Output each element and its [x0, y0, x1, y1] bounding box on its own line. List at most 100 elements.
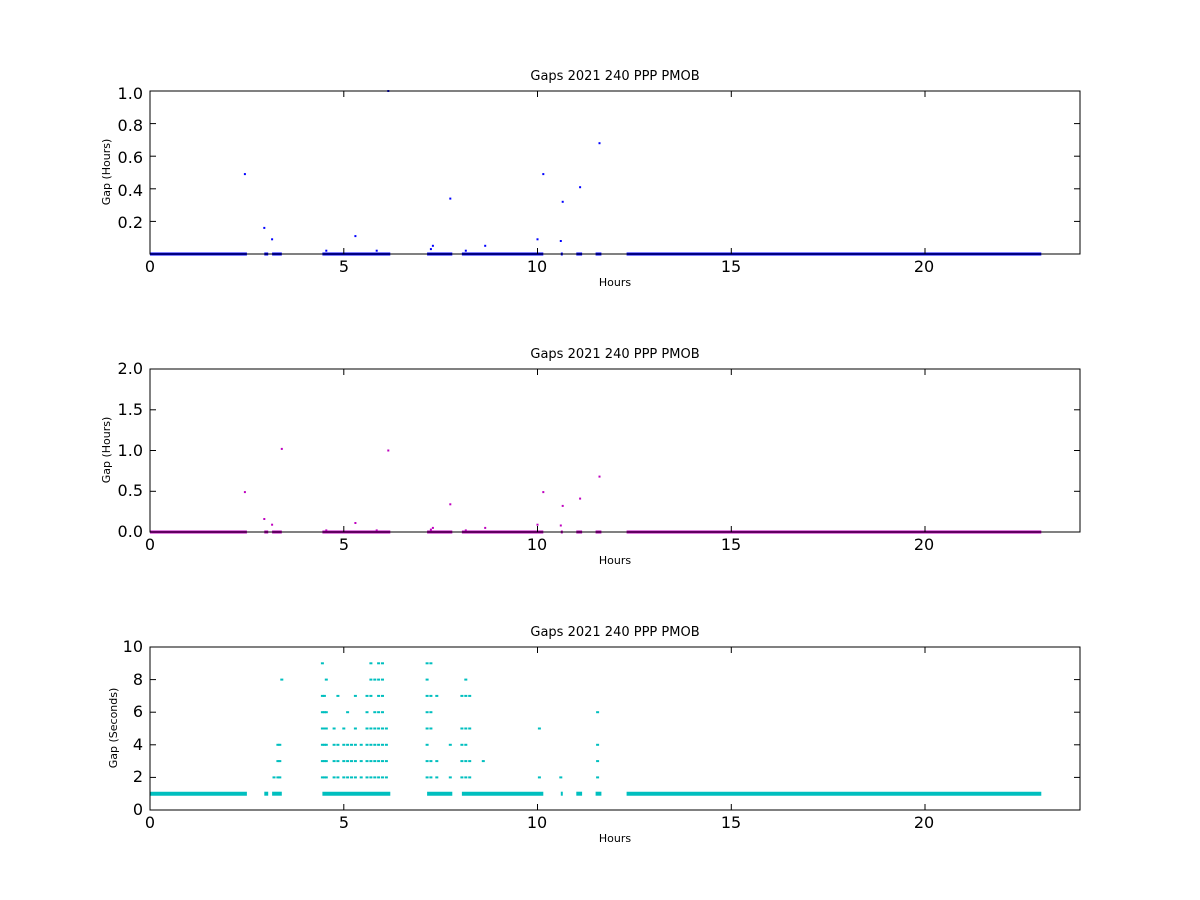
data-point	[322, 760, 326, 763]
data-point	[381, 694, 384, 697]
data-point	[536, 523, 539, 526]
data-point	[481, 760, 485, 763]
data-point	[365, 727, 369, 730]
data-point	[332, 760, 336, 763]
x-tick-label: 15	[721, 257, 741, 276]
data-point	[365, 760, 369, 763]
x-tick-label: 0	[145, 813, 155, 832]
data-point	[272, 776, 276, 779]
y-tick-label: 0.6	[118, 148, 143, 167]
data-point	[342, 743, 346, 746]
data-point	[278, 760, 282, 763]
data-point	[373, 678, 377, 681]
y-tick-label: 10	[123, 637, 143, 656]
data-point	[431, 244, 434, 247]
data-point	[320, 760, 324, 763]
data-point	[354, 235, 357, 238]
data-point	[449, 197, 452, 200]
data-point	[320, 711, 324, 714]
data-point	[353, 743, 357, 746]
data-point	[377, 694, 381, 697]
data-point	[369, 662, 373, 665]
y-ticks-2: 0 2 4 6 8 10	[123, 637, 143, 819]
y-tick-label: 0.4	[118, 181, 143, 200]
data-point	[271, 523, 274, 526]
data-point	[425, 727, 429, 730]
data-point	[429, 528, 432, 531]
data-point	[350, 776, 353, 779]
data-point	[365, 743, 369, 746]
data-point	[263, 226, 266, 229]
data-point	[561, 200, 564, 203]
x-tick-label: 20	[914, 535, 934, 554]
data-point	[387, 449, 390, 452]
x-tick-label: 5	[339, 257, 349, 276]
data-point	[381, 711, 384, 714]
data-point	[377, 760, 381, 763]
data-point	[596, 760, 600, 763]
data-point	[324, 727, 328, 730]
data-point	[342, 776, 346, 779]
y-tick-label: 0	[133, 800, 143, 819]
y-ticks-0: 0.2 0.4 0.6 0.8 1.0	[118, 84, 143, 232]
x-ticks-0: 0 5 10 15 20	[145, 257, 934, 276]
data-point	[369, 694, 373, 697]
data-point	[468, 727, 472, 730]
data-point	[271, 238, 274, 241]
data-point	[381, 662, 384, 665]
y-tick-label: 0.8	[118, 116, 143, 135]
plot-frame	[149, 368, 1081, 533]
data-point	[320, 727, 324, 730]
data-point	[377, 727, 381, 730]
x-tick-label: 20	[914, 813, 934, 832]
data-point	[322, 711, 326, 714]
data-point	[377, 743, 381, 746]
data-point	[373, 760, 377, 763]
y-tick-label: 0.5	[118, 481, 143, 500]
data-point	[435, 760, 439, 763]
data-point	[276, 743, 280, 746]
x-tick-label: 10	[527, 257, 547, 276]
y-tick-label: 0.0	[118, 522, 143, 541]
data-point	[596, 743, 600, 746]
subplot-gaps-hours-magenta: Gaps 2021 240 PPP PMOB Hours Gap (Hours)…	[100, 347, 1081, 567]
data-point	[359, 743, 363, 746]
y-tick-label: 1.0	[118, 441, 143, 460]
data-point	[350, 743, 353, 746]
data-point	[429, 694, 433, 697]
data-point	[365, 711, 369, 714]
data-point	[346, 711, 350, 714]
data-point	[381, 760, 384, 763]
data-point	[342, 760, 346, 763]
y-tick-label: 0.2	[118, 213, 143, 232]
data-point	[425, 743, 429, 746]
subplot-gaps-hours-blue: Gaps 2021 240 PPP PMOB Hours Gap (Hours)…	[100, 69, 1081, 289]
data-point	[324, 776, 328, 779]
data-point	[332, 743, 336, 746]
data-point	[464, 678, 468, 681]
data-point	[278, 776, 282, 779]
chart-title: Gaps 2021 240 PPP PMOB	[530, 347, 699, 362]
y-tick-label: 2.0	[118, 359, 143, 378]
data-point	[320, 743, 324, 746]
data-point	[596, 776, 600, 779]
plot-frame	[149, 90, 1081, 255]
data-point	[425, 776, 429, 779]
data-point	[460, 694, 464, 697]
data-point	[559, 524, 562, 527]
data-point	[598, 142, 601, 145]
data-point	[322, 776, 326, 779]
data-point	[369, 678, 373, 681]
data-point	[448, 743, 452, 746]
data-point	[431, 526, 434, 529]
data-point	[484, 526, 487, 529]
data-point	[365, 694, 369, 697]
data-point	[429, 248, 432, 251]
data-point	[369, 776, 373, 779]
data-point	[336, 694, 340, 697]
data-point	[280, 447, 283, 450]
data-point	[468, 760, 472, 763]
data-point	[377, 662, 381, 665]
data-point	[322, 727, 326, 730]
